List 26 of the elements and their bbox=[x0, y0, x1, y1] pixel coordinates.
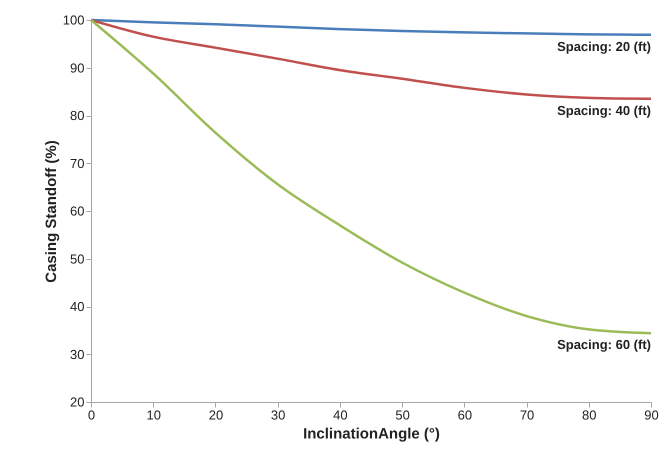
x-tick-label: 80 bbox=[582, 408, 597, 422]
x-tick-label: 40 bbox=[333, 408, 348, 422]
x-tick-label: 60 bbox=[458, 408, 472, 422]
y-tick-label: 40 bbox=[70, 299, 84, 314]
y-tick-label: 50 bbox=[70, 251, 84, 266]
line-series bbox=[90, 18, 652, 334]
y-tick-label: 80 bbox=[70, 108, 84, 123]
y-tick-label: 30 bbox=[70, 346, 84, 362]
x-tick-label: 90 bbox=[644, 408, 659, 422]
y-tick-label: 70 bbox=[70, 156, 84, 171]
x-tick-label: 70 bbox=[520, 408, 534, 422]
x-tick-label: 10 bbox=[146, 408, 161, 422]
series-label: Spacing: 40 (ft) bbox=[557, 102, 651, 118]
y-tick-label: 100 bbox=[62, 12, 84, 28]
y-tick-label: 60 bbox=[70, 204, 84, 218]
line-series bbox=[90, 18, 652, 100]
x-tick-label: 50 bbox=[395, 408, 410, 422]
y-axis-title: Casing Standoff (%) bbox=[42, 140, 60, 283]
series-label: Spacing: 60 (ft) bbox=[557, 337, 651, 352]
series-label: Spacing: 20 (ft) bbox=[557, 38, 651, 54]
y-tick-label: 20 bbox=[70, 394, 84, 410]
x-tick-label: 0 bbox=[88, 408, 96, 422]
x-tick-label: 20 bbox=[208, 408, 224, 422]
x-axis-title: InclinationAngle (°) bbox=[303, 426, 440, 442]
y-tick-label: 90 bbox=[70, 60, 84, 76]
x-tick-label: 30 bbox=[270, 408, 286, 422]
